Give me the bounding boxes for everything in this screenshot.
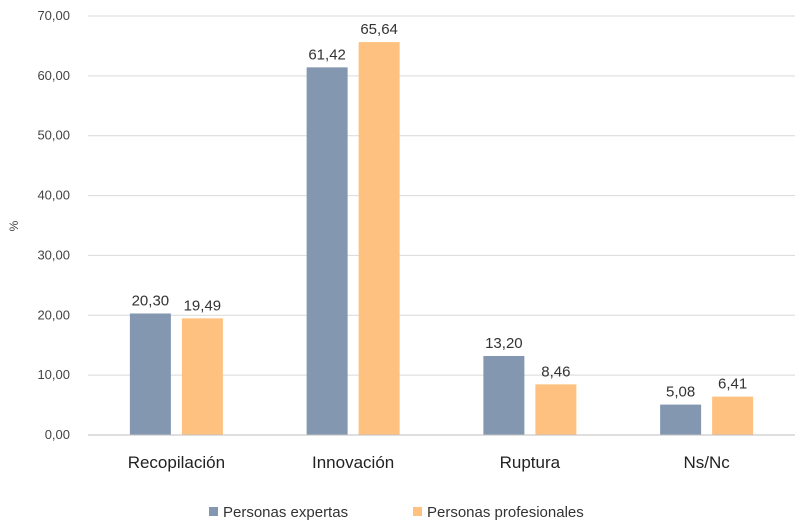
y-tick-label: 60,00 bbox=[37, 68, 70, 83]
y-tick-label: 0,00 bbox=[45, 427, 70, 442]
y-tick-label: 70,00 bbox=[37, 8, 70, 23]
x-category-label: Ns/Nc bbox=[683, 453, 730, 472]
legend-label: Personas profesionales bbox=[427, 504, 584, 521]
data-label: 6,41 bbox=[718, 376, 747, 393]
data-label: 8,46 bbox=[541, 363, 570, 380]
data-label: 20,30 bbox=[132, 292, 170, 309]
gridlines bbox=[88, 15, 795, 376]
bar bbox=[483, 355, 525, 435]
bar bbox=[306, 67, 348, 436]
data-label: 19,49 bbox=[184, 297, 222, 314]
legend-swatch bbox=[209, 507, 218, 516]
legend-swatch bbox=[413, 507, 422, 516]
y-tick-label: 50,00 bbox=[37, 128, 70, 143]
bar bbox=[660, 404, 702, 435]
y-tick-label: 20,00 bbox=[37, 307, 70, 322]
legend-label: Personas expertas bbox=[223, 504, 348, 521]
bar bbox=[129, 313, 171, 435]
bar bbox=[712, 396, 754, 435]
bar bbox=[535, 384, 577, 435]
x-axis-categories: Recopilación Innovación Ruptura Ns/Nc bbox=[128, 453, 731, 472]
data-label: 65,64 bbox=[360, 21, 398, 38]
y-tick-label: 30,00 bbox=[37, 247, 70, 262]
data-label: 61,42 bbox=[308, 46, 346, 63]
data-label: 5,08 bbox=[666, 384, 695, 401]
x-category-label: Innovación bbox=[312, 453, 394, 472]
y-tick-label: 10,00 bbox=[37, 367, 70, 382]
data-label: 13,20 bbox=[485, 335, 523, 352]
bar bbox=[358, 42, 400, 435]
x-category-label: Recopilación bbox=[128, 453, 225, 472]
bars bbox=[129, 42, 754, 436]
y-axis-ticks: 0,00 10,00 20,00 30,00 40,00 50,00 60,00 70,00 bbox=[37, 8, 70, 442]
x-category-label: Ruptura bbox=[500, 453, 561, 472]
y-tick-label: 40,00 bbox=[37, 188, 70, 203]
legend: Personas expertas Personas profesionales bbox=[209, 504, 584, 521]
data-labels: 20,30 19,49 61,42 65,64 13,20 8,46 5,08 6,41 bbox=[132, 21, 748, 400]
y-axis-title: % bbox=[7, 220, 21, 231]
bar bbox=[181, 318, 223, 435]
